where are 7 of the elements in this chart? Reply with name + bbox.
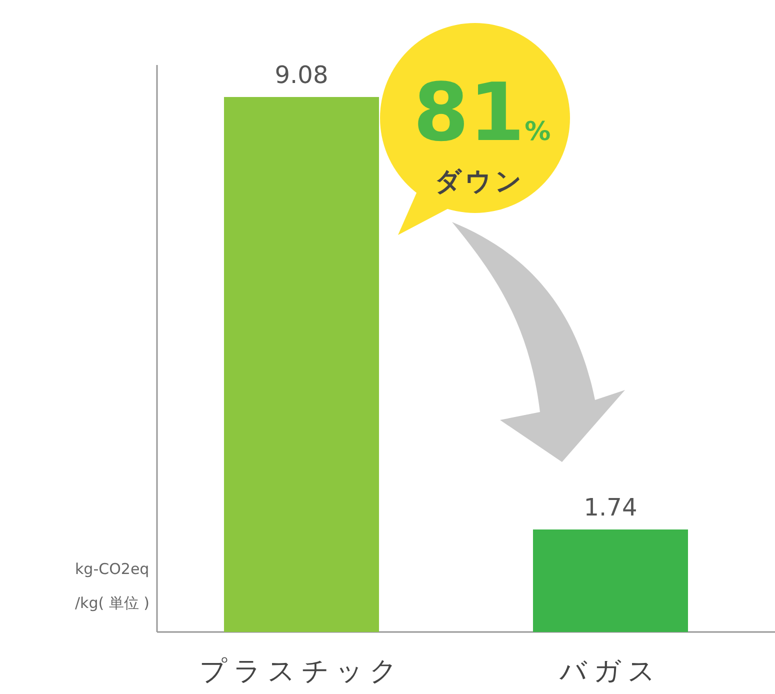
y-axis-title: kg-CO2eq /kg( 単位 ) — [75, 560, 150, 612]
x-tick-label: プラスチック — [200, 656, 404, 687]
data-label: 9.08 — [274, 61, 328, 89]
x-tick-label: バガス — [558, 656, 662, 687]
data-label: 1.74 — [584, 493, 638, 522]
annotation: 81% — [413, 66, 551, 159]
annotation: ダウン — [435, 167, 525, 197]
